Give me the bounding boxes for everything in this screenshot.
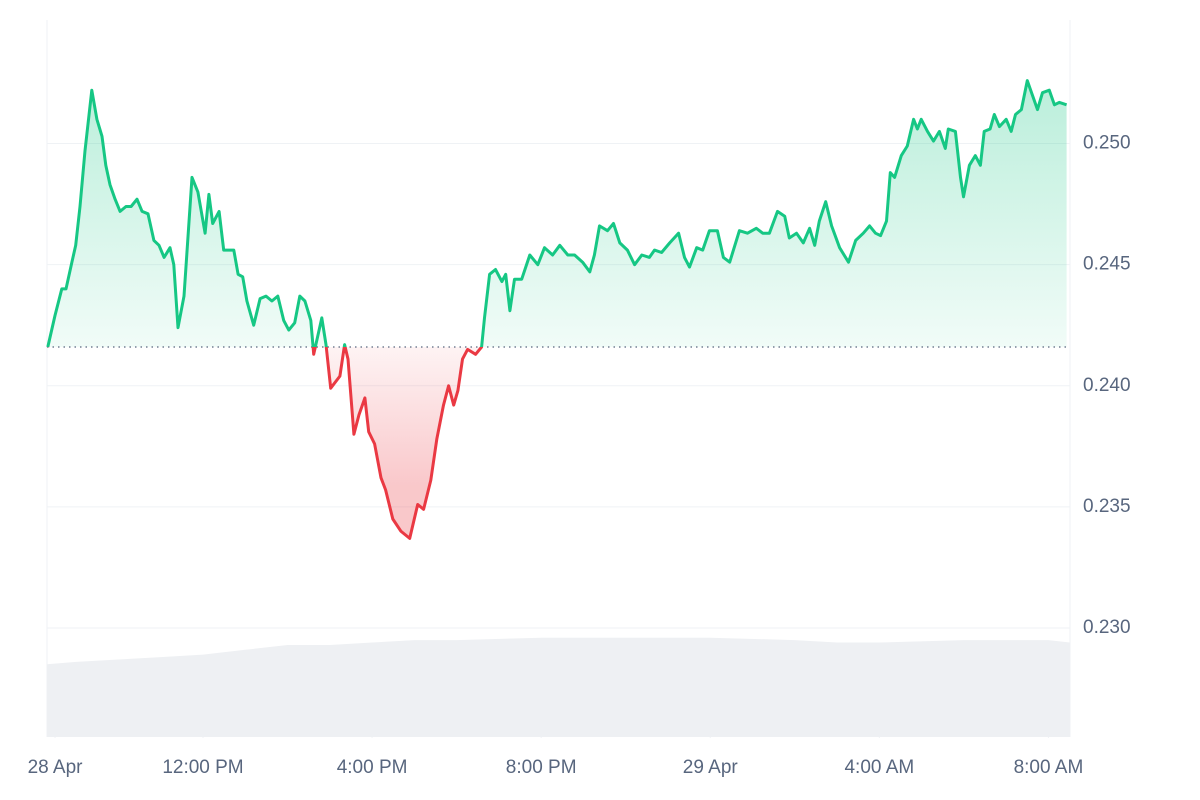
- volume-area: [47, 637, 1070, 737]
- area: [47, 80, 1067, 539]
- x-tick-label: 8:00 AM: [1014, 757, 1084, 778]
- x-tick-label: 8:00 PM: [506, 757, 577, 778]
- x-tick-label: 28 Apr: [28, 757, 84, 778]
- price-area: [47, 80, 1067, 539]
- y-tick-label: 0.235: [1083, 496, 1131, 517]
- labels: 0.250 0.245 0.240 0.235 0.230 28 Apr 12:00 PM 4…: [28, 133, 1131, 778]
- x-tick-label: 4:00 PM: [337, 757, 408, 778]
- x-tick-label: 29 Apr: [683, 757, 739, 778]
- x-tick-label: 12:00 PM: [162, 757, 243, 778]
- price-line: [46, 79, 1068, 540]
- volume: [47, 637, 1070, 737]
- x-tick-label: 4:00 AM: [844, 757, 914, 778]
- line: [46, 79, 1070, 540]
- y-tick-label: 0.250: [1083, 133, 1131, 154]
- y-tick-label: 0.240: [1083, 375, 1131, 396]
- y-tick-label: 0.230: [1083, 617, 1131, 638]
- y-tick-label: 0.245: [1083, 254, 1131, 275]
